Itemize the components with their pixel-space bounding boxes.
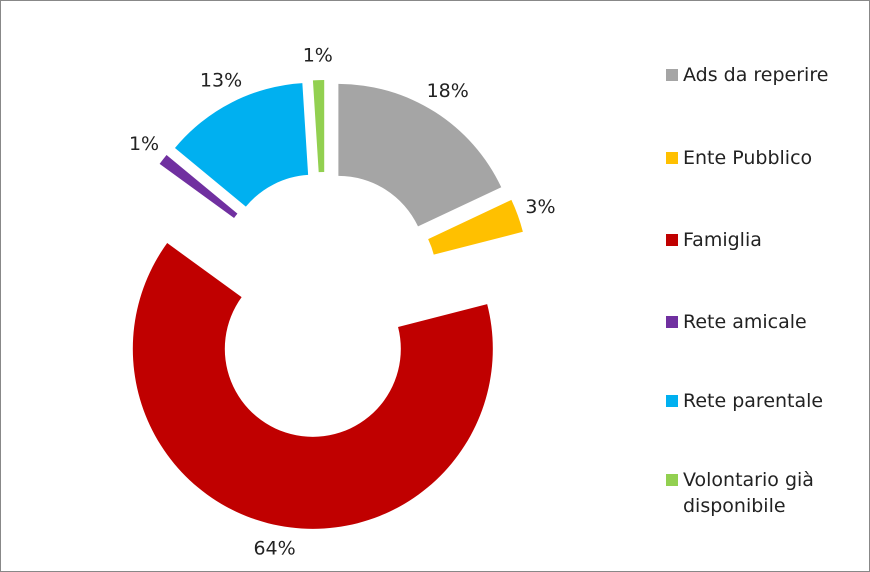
data-label: 1% (129, 133, 159, 155)
donut-slice (159, 154, 238, 218)
data-label: 18% (427, 80, 469, 102)
legend-label: Famiglia (683, 229, 762, 251)
legend-swatch (666, 152, 678, 164)
data-label: 13% (200, 69, 242, 91)
legend-label: Rete parentale (683, 390, 824, 412)
legend-label: Volontario già disponibile (683, 469, 814, 517)
legend-item: Ente Pubblico (666, 145, 836, 171)
legend-item: Rete amicale (666, 309, 836, 335)
donut-slice (428, 199, 523, 255)
legend-label: Ads da reperire (683, 64, 829, 86)
donut-slice (132, 243, 493, 529)
donut-slice (174, 83, 309, 207)
legend-label: Rete amicale (683, 311, 807, 333)
legend-item: Famiglia (666, 227, 836, 253)
data-label: 64% (253, 538, 295, 560)
donut-slice (312, 80, 325, 173)
donut-slice (338, 83, 502, 227)
legend-swatch (666, 395, 678, 407)
data-label: 1% (303, 45, 333, 67)
legend-item: Volontario già disponibile (666, 467, 836, 519)
legend-swatch (666, 316, 678, 328)
legend-swatch (666, 69, 678, 81)
data-label: 3% (525, 196, 555, 218)
legend-swatch (666, 474, 678, 486)
legend-label: Ente Pubblico (683, 147, 813, 169)
legend-item: Rete parentale (666, 388, 836, 414)
legend-item: Ads da reperire (666, 62, 836, 88)
legend-swatch (666, 234, 678, 246)
